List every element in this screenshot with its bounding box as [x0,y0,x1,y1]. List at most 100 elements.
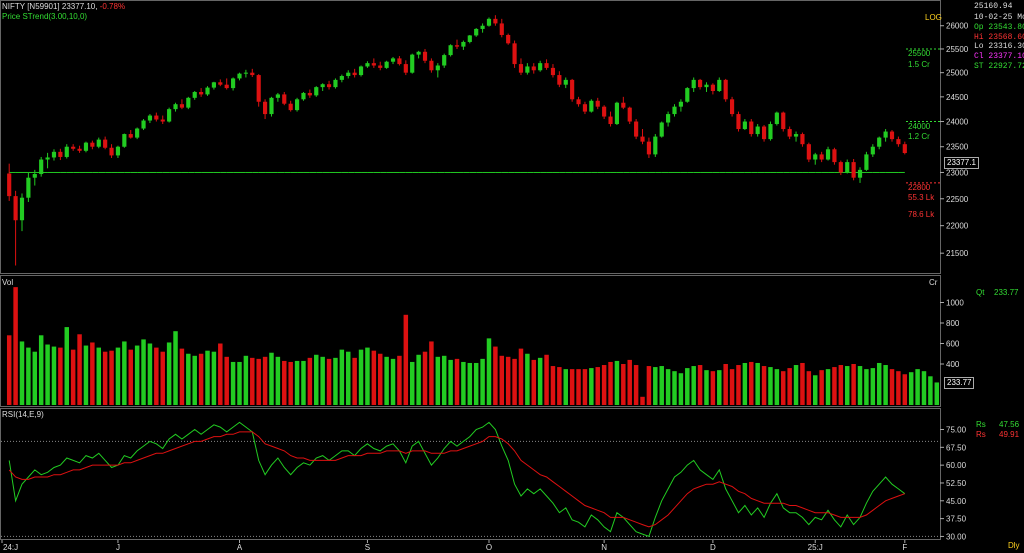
candle-body [570,79,575,100]
candle-body [538,63,543,71]
candle-body [563,79,568,85]
candle-body [77,148,82,151]
candle-body [403,64,408,73]
annotation-price-22800: 22800 [908,183,931,192]
volume-bar [429,341,434,405]
volume-bar [813,375,818,405]
info-close: Cl 23377.10 [974,52,1024,61]
candle-down [288,100,293,112]
qty-value: 233.77 [994,288,1019,297]
candle-up [211,81,216,90]
candle-body [653,136,658,155]
rsi-axis: 75.00 67.50 60.00 52.50 45.00 37.50 30.00 [940,426,967,541]
candle-body [640,136,645,142]
candle-body [486,18,492,26]
candle-body [838,162,843,173]
volume-bar [122,341,127,405]
volume-bar [685,368,690,405]
volume-bar [582,369,588,405]
candle-up [141,119,146,131]
candle-body [390,58,396,62]
candle-body [768,124,773,140]
rs-value-1: 47.56 [999,420,1020,429]
candle-down [544,59,549,70]
volume-bar [768,367,773,405]
candle-down [160,115,165,125]
candle-down [781,111,786,132]
annotation-price-25500: 25500 [908,49,931,58]
volume-bar [883,365,888,405]
candle-up [742,119,747,131]
candle-up [192,91,197,100]
volume-bar [147,343,153,405]
candle-down [595,97,600,110]
volume-bar [390,358,396,405]
candle-down [570,78,575,102]
candle-up [410,53,415,74]
candle-down [179,99,185,110]
rsi-line [8,421,906,538]
candle-body [621,102,626,108]
rsi-tick-label: 75.00 [946,426,967,435]
volume-bar [499,355,505,405]
candle-body [199,91,204,95]
rs-value-2: 49.91 [999,430,1020,439]
candle-down [710,83,715,95]
candle-body [691,79,696,89]
candle-up [525,63,530,75]
candle-body [531,66,536,71]
volume-bar [691,366,696,405]
info-supertrend: ST 22927.72 [974,62,1024,71]
candle-body [627,107,632,122]
volume-bar [173,331,178,405]
candle-up [167,107,172,123]
candle-up [678,99,683,112]
annotation-volume-25500: 1.5 Cr [908,60,930,69]
volume-bar [397,355,402,405]
candle-body [90,142,95,147]
rsi-label: RSI(14,E,9) [2,410,44,419]
volume-bar [928,376,933,405]
volume-bar [480,358,485,405]
volume-bar [921,371,927,405]
candle-up [877,136,882,150]
candle-down [154,112,159,122]
volume-bar [569,369,575,405]
candle-body [282,94,287,104]
time-tick-label: J [116,543,120,552]
candle-body [781,112,786,130]
rsi-tick-label: 52.50 [946,479,967,488]
volume-bar [224,356,229,405]
annotation-price-24000: 24000 [908,122,931,131]
candle-up [448,44,453,57]
volume-bar [186,353,191,405]
candle-down [429,58,434,73]
candle-body [64,146,69,157]
candle-up [346,70,351,79]
candle-body [339,76,344,80]
candle-body [237,73,242,79]
volume-bar [346,351,351,405]
candle-body [39,159,44,175]
time-tick-label: D [710,543,716,552]
volume-bar [621,364,626,405]
candle-up [666,111,671,127]
volume-bar [736,365,741,405]
volume-bar [902,374,908,405]
candle-body [589,100,594,112]
volume-bar [32,351,38,405]
candle-up [845,159,850,174]
price-axis: 26000 25500 25000 24500 24000 23500 23000 22500… [940,22,969,258]
candle-up [480,23,485,33]
candle-body [704,84,709,88]
volume-bar [467,362,473,405]
candle-body [793,134,799,137]
scale-label[interactable]: LOG [925,13,942,22]
volume-bar [640,396,645,405]
candle-body [435,65,440,71]
candle-body [634,121,639,137]
volume-bar [774,369,780,405]
candle-up [857,167,863,183]
candle-down [550,64,556,78]
